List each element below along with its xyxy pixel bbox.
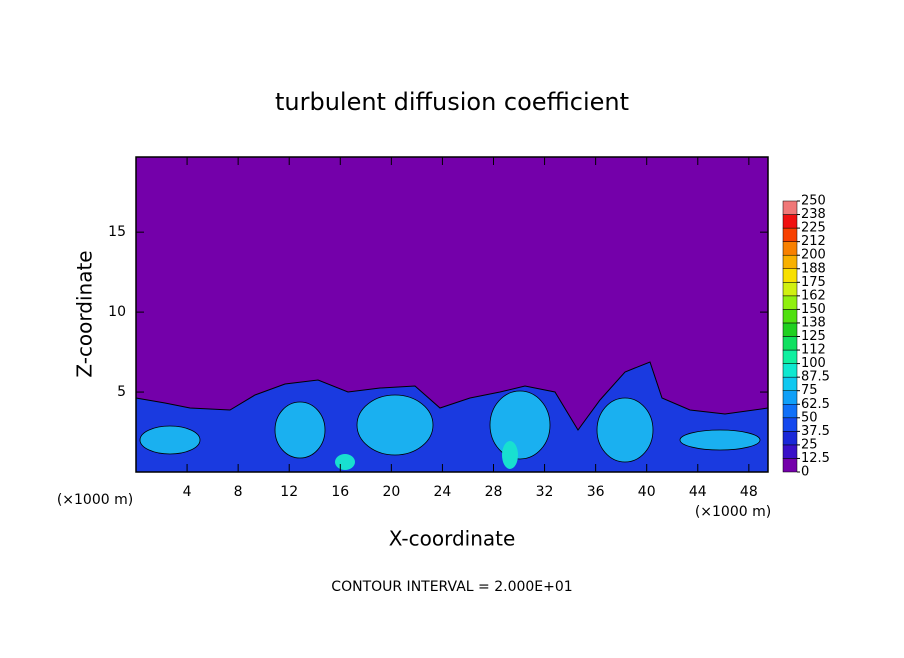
colorbar-box [782, 417, 798, 432]
y-axis-label: Z-coordinate [73, 250, 97, 377]
x-tick-label: 36 [587, 484, 605, 500]
colorbar-box [782, 268, 798, 283]
colorbar-label: 75 [801, 383, 818, 398]
x-tick-label: 4 [183, 484, 192, 500]
colorbar-box [782, 458, 798, 473]
colorbar-box [782, 336, 798, 351]
colorbar-label: 50 [801, 410, 818, 425]
colorbar-box [782, 282, 798, 297]
colorbar-box [782, 376, 798, 391]
colorbar-box [782, 241, 798, 256]
colorbar-label: 37.5 [801, 424, 830, 439]
x-tick-label: 48 [740, 484, 758, 500]
colorbar-label: 225 [801, 221, 826, 236]
colorbar-label: 100 [801, 356, 826, 371]
colorbar-box [782, 349, 798, 364]
colorbar-box [782, 322, 798, 337]
x-tick-label: 16 [331, 484, 349, 500]
colorbar-box [782, 404, 798, 419]
colorbar-label: 12.5 [801, 451, 830, 466]
x-unit-label: (×1000 m) [57, 492, 133, 508]
colorbar-label: 250 [801, 194, 826, 209]
chart-title: turbulent diffusion coefficient [275, 88, 629, 116]
colorbar-label: 200 [801, 248, 826, 263]
y-tick-label: 15 [108, 224, 126, 240]
y-tick-label: 10 [108, 304, 126, 320]
colorbar-label: 150 [801, 302, 826, 317]
colorbar-box [782, 214, 798, 229]
colorbar-label: 125 [801, 329, 826, 344]
colorbar-box [782, 295, 798, 310]
colorbar-label: 175 [801, 275, 826, 290]
colorbar-label: 188 [801, 261, 826, 276]
colorbar-box [782, 431, 798, 446]
x-unit-label: (×1000 m) [695, 504, 771, 520]
colorbar-label: 162 [801, 288, 826, 303]
colorbar-label: 112 [801, 343, 826, 358]
colorbar-label: 0 [801, 465, 809, 480]
colorbar-box [782, 200, 798, 215]
x-tick-label: 28 [485, 484, 503, 500]
x-tick-label: 24 [434, 484, 452, 500]
x-tick-label: 40 [638, 484, 656, 500]
colorbar-label: 238 [801, 207, 826, 222]
colorbar-box [782, 309, 798, 324]
colorbar-box [782, 444, 798, 459]
x-tick-label: 44 [689, 484, 707, 500]
colorbar-label: 212 [801, 234, 826, 249]
plot-frame [135, 156, 769, 473]
colorbar-box [782, 227, 798, 242]
y-tick-label: 5 [117, 384, 126, 400]
field [135, 157, 769, 473]
x-tick-label: 20 [382, 484, 400, 500]
field-patches [139, 390, 761, 463]
footer-note: CONTOUR INTERVAL = 2.000E+01 [331, 579, 572, 595]
colorbar-box [782, 390, 798, 405]
colorbar-label: 62.5 [801, 397, 830, 412]
x-tick-label: 12 [280, 484, 298, 500]
x-axis-label: X-coordinate [389, 527, 516, 551]
colorbar-label: 25 [801, 437, 818, 452]
x-tick-label: 8 [234, 484, 243, 500]
colorbar-box [782, 363, 798, 378]
colorbar-box [782, 254, 798, 269]
colorbar-label: 87.5 [801, 370, 830, 385]
x-tick-label: 32 [536, 484, 554, 500]
colorbar-label: 138 [801, 315, 826, 330]
